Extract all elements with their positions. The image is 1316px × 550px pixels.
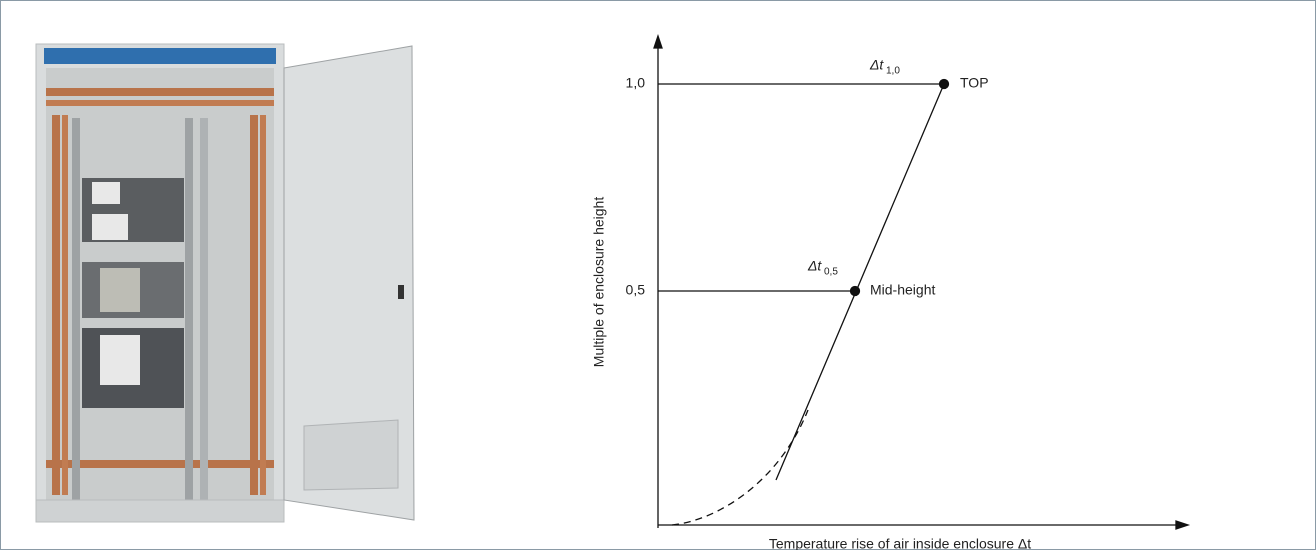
point-label: Mid-height: [870, 282, 935, 298]
temperature-line: [775, 83, 945, 481]
y-axis-label: Multiple of enclosure height: [591, 197, 607, 368]
cabinet-illustration: [35, 43, 415, 523]
cabinet-top: [44, 48, 276, 64]
point-mid: [849, 285, 861, 297]
plinth: [35, 499, 285, 523]
fuse-block: [100, 268, 140, 312]
x-arrow: [1175, 520, 1191, 530]
door: [283, 45, 415, 521]
delta-subscript: 1,0: [886, 66, 900, 77]
breaker: [92, 214, 128, 240]
delta-subscript: 0,5: [824, 267, 838, 278]
breaker: [100, 335, 140, 385]
rail: [72, 118, 80, 508]
y-tick-label: 1,0: [626, 75, 646, 91]
y-tick-label: 0,5: [626, 282, 646, 298]
x-axis-label: Temperature rise of air inside enclosure…: [769, 536, 1031, 550]
y-arrow: [653, 33, 663, 49]
copper-bar: [46, 460, 274, 468]
copper-bar: [46, 100, 274, 106]
copper-bar: [260, 115, 266, 495]
breaker: [92, 182, 120, 204]
copper-bar: [52, 115, 60, 495]
copper-bar: [46, 88, 274, 96]
rail: [185, 118, 193, 508]
rail: [200, 118, 208, 508]
actual-curve: [671, 409, 809, 526]
copper-bar: [250, 115, 258, 495]
door-vent: [303, 419, 399, 491]
diagram: [653, 33, 1191, 530]
point-label: TOP: [960, 75, 989, 91]
delta-symbol: Δt: [869, 57, 884, 73]
point-top: [938, 78, 950, 90]
copper-bar: [62, 115, 68, 495]
delta-symbol: Δt: [807, 258, 822, 274]
door-handle: [398, 285, 404, 299]
